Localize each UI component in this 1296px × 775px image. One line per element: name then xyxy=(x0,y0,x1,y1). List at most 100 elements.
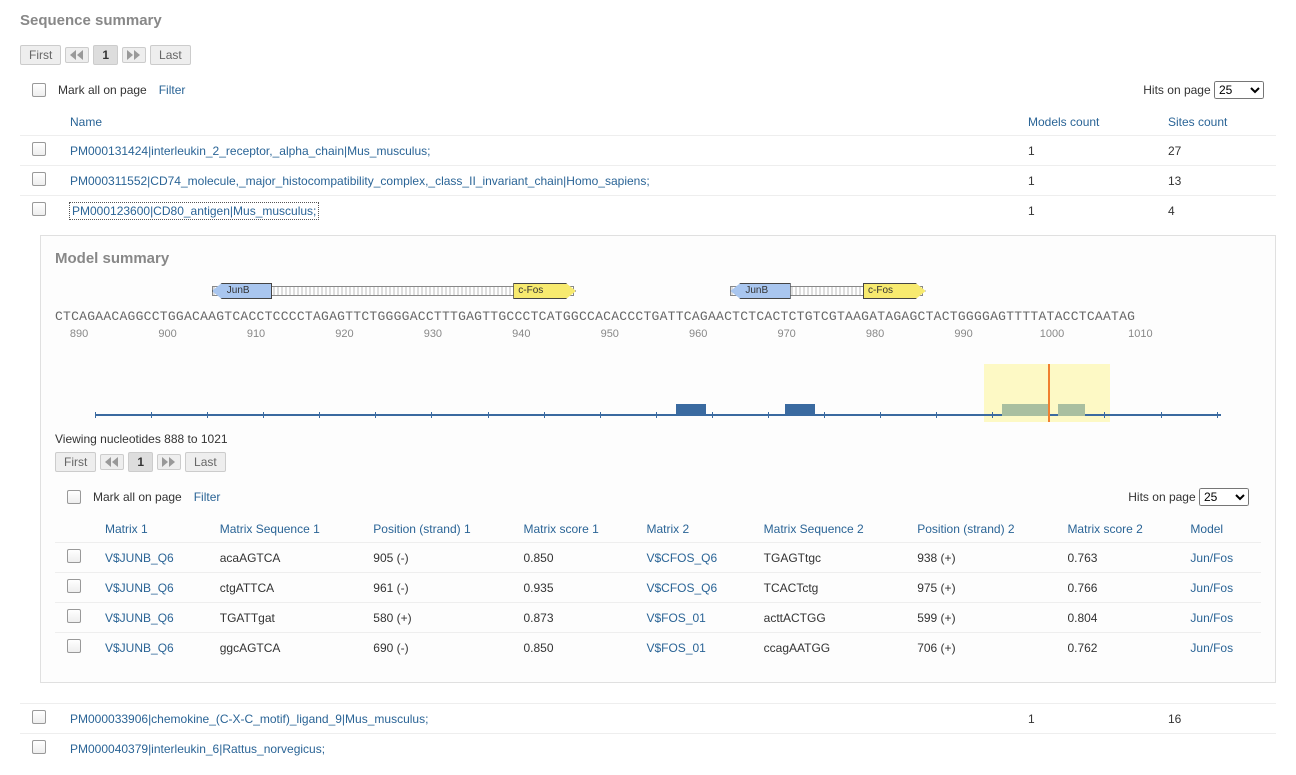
matrix-seq2: TCACTctg xyxy=(752,573,906,603)
matrix1-link[interactable]: V$JUNB_Q6 xyxy=(105,581,174,595)
sequence-name-link[interactable]: PM000311552|CD74_molecule,_major_histoco… xyxy=(70,174,650,188)
page-number-inner[interactable]: 1 xyxy=(128,452,153,472)
junb-arrow[interactable]: JunB xyxy=(212,283,272,299)
ruler-tick: 970 xyxy=(777,328,795,340)
col-model[interactable]: Model xyxy=(1178,516,1261,543)
sequence-table: Name Models count Sites count PM00013142… xyxy=(20,109,1276,225)
cfos-arrow[interactable]: c-Fos xyxy=(513,283,576,299)
mark-all-label: Mark all on page xyxy=(58,83,147,97)
filter-link-inner[interactable]: Filter xyxy=(194,490,221,504)
sequence-name-link[interactable]: PM000040379|interleukin_6|Rattus_norvegi… xyxy=(70,742,325,756)
ruler-tick: 930 xyxy=(424,328,442,340)
last-button-inner[interactable]: Last xyxy=(185,452,226,472)
col-sc1[interactable]: Matrix score 1 xyxy=(512,516,635,543)
matrix2-link[interactable]: V$FOS_01 xyxy=(646,641,705,655)
sequence-name-link[interactable]: PM000131424|interleukin_2_receptor,_alph… xyxy=(70,144,430,158)
matrix-seq2: acttACTGG xyxy=(752,603,906,633)
table-row[interactable]: PM000123600|CD80_antigen|Mus_musculus; 14 xyxy=(20,196,1276,226)
position1: 961 (-) xyxy=(361,573,511,603)
sequence-name-link[interactable]: PM000033906|chemokine_(C-X-C_motif)_liga… xyxy=(70,712,428,726)
table-row[interactable]: PM000131424|interleukin_2_receptor,_alph… xyxy=(20,136,1276,166)
matrix1-link[interactable]: V$JUNB_Q6 xyxy=(105,641,174,655)
score2: 0.804 xyxy=(1055,603,1178,633)
table-row[interactable]: V$JUNB_Q6TGATTgat580 (+)0.873V$FOS_01act… xyxy=(55,603,1261,633)
first-button-inner[interactable]: First xyxy=(55,452,96,472)
model-link[interactable]: Jun/Fos xyxy=(1190,611,1233,625)
row-checkbox[interactable] xyxy=(67,609,81,623)
sequence-text: CTCAGAACAGGCCTGGACAAGTCACCTCCCCTAGAGTTCT… xyxy=(55,309,1261,324)
models-count: 1 xyxy=(1016,136,1156,166)
row-checkbox[interactable] xyxy=(67,639,81,653)
mark-all-label-inner: Mark all on page xyxy=(93,490,182,504)
col-sc2[interactable]: Matrix score 2 xyxy=(1055,516,1178,543)
ruler-tick: 990 xyxy=(954,328,972,340)
table-row[interactable]: V$JUNB_Q6ctgATTCA961 (-)0.935V$CFOS_Q6TC… xyxy=(55,573,1261,603)
overview-block xyxy=(1002,404,1048,416)
junb-arrow[interactable]: JunB xyxy=(730,283,790,299)
ruler-tick: 1000 xyxy=(1040,328,1064,340)
row-checkbox[interactable] xyxy=(32,142,46,156)
ruler: 8909009109209309409509609709809901000101… xyxy=(55,328,1261,344)
col-ms1[interactable]: Matrix Sequence 1 xyxy=(208,516,362,543)
position2: 706 (+) xyxy=(905,633,1055,663)
hits-label-inner: Hits on page xyxy=(1128,490,1195,504)
prev-button-inner[interactable] xyxy=(100,454,124,470)
row-checkbox[interactable] xyxy=(32,740,46,754)
model-link[interactable]: Jun/Fos xyxy=(1190,641,1233,655)
col-ms2[interactable]: Matrix Sequence 2 xyxy=(752,516,906,543)
matrix-seq1: TGATTgat xyxy=(208,603,362,633)
overview-cursor[interactable] xyxy=(1048,364,1050,422)
viewing-label: Viewing nucleotides 888 to 1021 xyxy=(55,432,1261,446)
ruler-tick: 920 xyxy=(335,328,353,340)
sites-count: 4 xyxy=(1156,196,1276,226)
col-name[interactable]: Name xyxy=(58,109,1016,136)
sites-count: 16 xyxy=(1156,704,1276,734)
first-button[interactable]: First xyxy=(20,45,61,65)
overview-track[interactable] xyxy=(55,364,1261,424)
next-button-inner[interactable] xyxy=(157,454,181,470)
table-row[interactable]: PM000311552|CD74_molecule,_major_histoco… xyxy=(20,166,1276,196)
hits-select[interactable]: 25 xyxy=(1214,81,1264,99)
table-row[interactable]: PM000040379|interleukin_6|Rattus_norvegi… xyxy=(20,734,1276,764)
matrix1-link[interactable]: V$JUNB_Q6 xyxy=(105,611,174,625)
col-p2[interactable]: Position (strand) 2 xyxy=(905,516,1055,543)
row-checkbox[interactable] xyxy=(67,579,81,593)
row-checkbox[interactable] xyxy=(67,549,81,563)
hits-select-inner[interactable]: 25 xyxy=(1199,488,1249,506)
col-m1[interactable]: Matrix 1 xyxy=(93,516,208,543)
position1: 580 (+) xyxy=(361,603,511,633)
page-number[interactable]: 1 xyxy=(93,45,118,65)
sequence-summary-title: Sequence summary xyxy=(20,12,1276,29)
filter-link[interactable]: Filter xyxy=(159,83,186,97)
table-row[interactable]: V$JUNB_Q6ggcAGTCA690 (-)0.850V$FOS_01cca… xyxy=(55,633,1261,663)
next-button[interactable] xyxy=(122,47,146,63)
col-m2[interactable]: Matrix 2 xyxy=(634,516,751,543)
model-link[interactable]: Jun/Fos xyxy=(1190,581,1233,595)
score2: 0.762 xyxy=(1055,633,1178,663)
table-row[interactable]: PM000033906|chemokine_(C-X-C_motif)_liga… xyxy=(20,704,1276,734)
position2: 938 (+) xyxy=(905,543,1055,573)
model-link[interactable]: Jun/Fos xyxy=(1190,551,1233,565)
table-row[interactable]: V$JUNB_Q6acaAGTCA905 (-)0.850V$CFOS_Q6TG… xyxy=(55,543,1261,573)
row-checkbox[interactable] xyxy=(32,172,46,186)
score2: 0.766 xyxy=(1055,573,1178,603)
ruler-tick: 980 xyxy=(866,328,884,340)
col-models[interactable]: Models count xyxy=(1016,109,1156,136)
col-sites[interactable]: Sites count xyxy=(1156,109,1276,136)
models-count xyxy=(1016,734,1156,764)
models-count: 1 xyxy=(1016,196,1156,226)
prev-button[interactable] xyxy=(65,47,89,63)
col-p1[interactable]: Position (strand) 1 xyxy=(361,516,511,543)
matrix2-link[interactable]: V$CFOS_Q6 xyxy=(646,581,717,595)
matrix2-link[interactable]: V$CFOS_Q6 xyxy=(646,551,717,565)
matrix1-link[interactable]: V$JUNB_Q6 xyxy=(105,551,174,565)
position2: 599 (+) xyxy=(905,603,1055,633)
last-button[interactable]: Last xyxy=(150,45,191,65)
mark-all-checkbox-inner[interactable] xyxy=(67,490,81,504)
mark-all-checkbox[interactable] xyxy=(32,83,46,97)
cfos-arrow[interactable]: c-Fos xyxy=(863,283,926,299)
row-checkbox[interactable] xyxy=(32,710,46,724)
matrix2-link[interactable]: V$FOS_01 xyxy=(646,611,705,625)
sequence-name-link[interactable]: PM000123600|CD80_antigen|Mus_musculus; xyxy=(70,203,318,219)
row-checkbox[interactable] xyxy=(32,202,46,216)
